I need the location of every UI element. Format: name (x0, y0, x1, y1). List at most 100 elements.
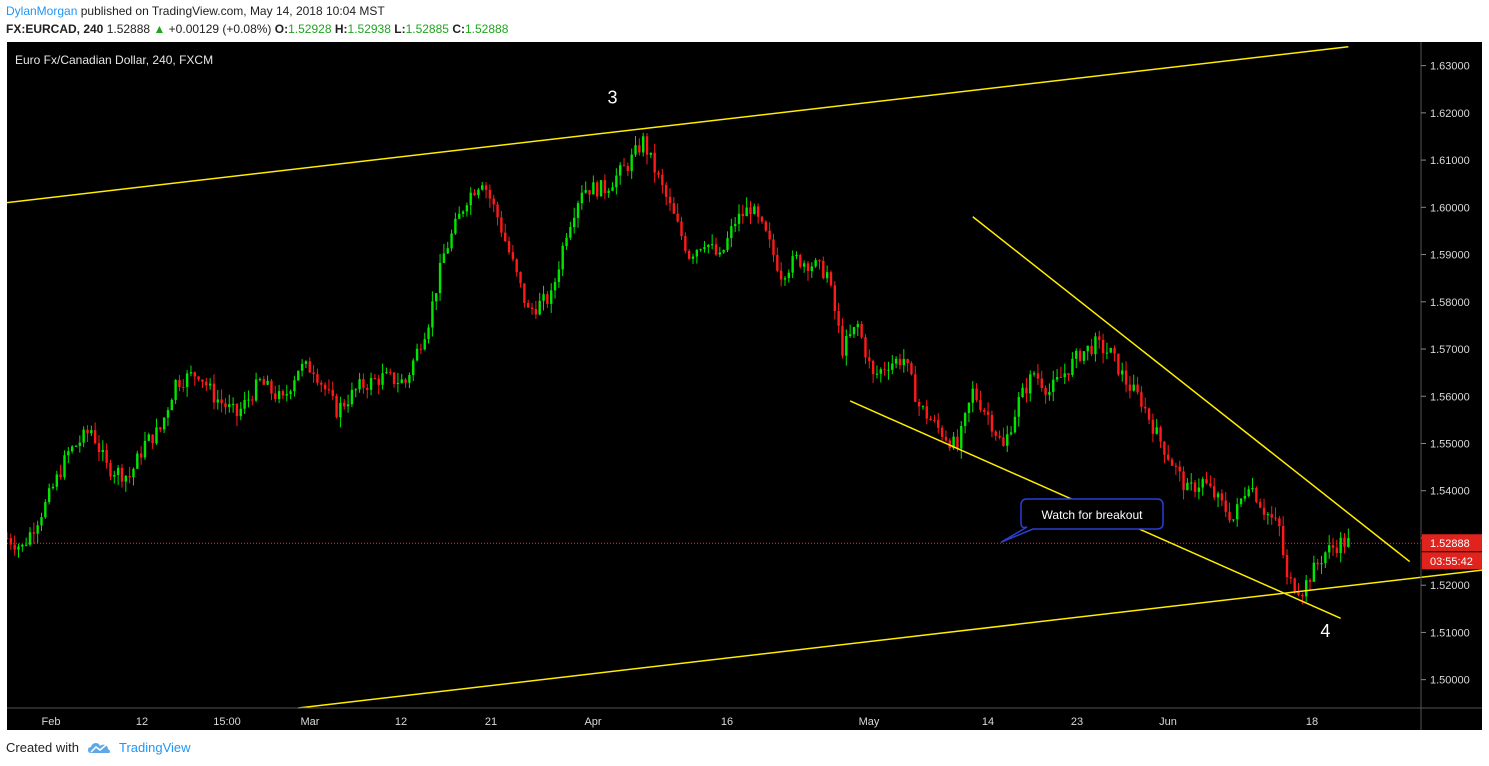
candle-body (975, 388, 978, 400)
candle-body (772, 239, 775, 256)
candle-body (51, 486, 55, 489)
candle-body (898, 358, 902, 366)
candle-body (937, 420, 940, 428)
candle-body (1327, 545, 1331, 553)
candle-body (561, 245, 564, 270)
candle-body (1075, 350, 1078, 359)
candle-body (990, 414, 994, 432)
candle-body (668, 196, 672, 204)
footer: Created with TradingView (6, 740, 191, 755)
high-label: H: (334, 22, 348, 36)
candle-body (1086, 345, 1089, 352)
candle-body (1347, 538, 1350, 547)
candle-body (496, 204, 499, 218)
candle-body (676, 213, 679, 222)
candle-body (320, 382, 323, 385)
price-tick-label: 1.51000 (1430, 627, 1470, 639)
candle-body (1094, 336, 1097, 355)
candle-body (914, 374, 917, 402)
candle-body (40, 517, 43, 526)
candle-body (764, 221, 768, 231)
candle-body (1343, 537, 1346, 547)
candle-body (297, 370, 300, 381)
candle-body (143, 440, 147, 458)
candle-body (940, 427, 944, 437)
candle-body (492, 198, 495, 205)
candle-body (841, 325, 844, 356)
candle-body (1140, 392, 1143, 407)
price-tick-label: 1.55000 (1430, 438, 1470, 450)
candle-body (599, 180, 603, 197)
callout-bubble[interactable] (1000, 498, 1164, 543)
candle-body (1098, 336, 1101, 340)
candle-body (86, 429, 89, 434)
candle-body (21, 544, 24, 547)
author-link[interactable]: DylanMorgan (6, 4, 78, 18)
trendline[interactable] (972, 216, 1411, 563)
candle-body (1063, 373, 1066, 378)
candle-body (530, 307, 534, 309)
trendline[interactable] (298, 514, 1489, 709)
candle-body (641, 136, 645, 153)
candle-body (726, 238, 729, 251)
candle-body (921, 406, 925, 408)
chart-title: Euro Fx/Canadian Dollar, 240, FXCM (15, 53, 213, 67)
time-tick-label: Apr (584, 716, 601, 728)
candle-body (1052, 379, 1055, 392)
candle-body (1163, 441, 1166, 455)
candle-body (362, 379, 365, 388)
candle-body (105, 449, 108, 464)
candle-body (825, 272, 829, 279)
candle-body (32, 532, 36, 534)
candle-body (1178, 466, 1181, 472)
time-tick-label: 12 (395, 716, 407, 728)
candle-body (128, 475, 131, 478)
candle-body (97, 443, 101, 453)
candle-body (369, 378, 373, 390)
candle-body (1121, 370, 1124, 375)
candle-body (381, 373, 384, 385)
candle-body (833, 285, 837, 312)
candle-body (565, 237, 568, 246)
candle-body (13, 544, 16, 550)
candle-body (419, 348, 423, 350)
tradingview-cloud-icon (87, 742, 110, 753)
chart-frame[interactable]: 3 4 Watch for breakout 1.63000 1.62000 1.610… (5, 42, 1489, 730)
time-tick-label: 23 (1071, 716, 1083, 728)
open-value: 1.52928 (288, 22, 332, 36)
candle-body (737, 213, 741, 224)
close-label: C: (452, 22, 465, 36)
candle-body (1228, 511, 1231, 521)
candle-body (274, 393, 277, 400)
candle-body (1009, 432, 1013, 435)
tradingview-link[interactable]: TradingView (118, 740, 191, 755)
candle-body (1117, 353, 1120, 375)
candle-body (527, 302, 530, 308)
candle-body (1174, 465, 1178, 467)
candle-body (281, 391, 285, 396)
candle-body (101, 449, 105, 453)
candle-body (879, 369, 882, 374)
candle-body (435, 293, 438, 302)
candle-body (595, 182, 599, 197)
time-tick-label: Jun (1159, 716, 1177, 728)
price-tick-label: 1.56000 (1430, 391, 1470, 403)
candle-body (1239, 498, 1243, 505)
candle-body (300, 363, 304, 371)
high-value: 1.52938 (347, 22, 391, 36)
candle-body (1040, 378, 1043, 389)
candle-body (254, 379, 258, 401)
price-tick-label: 1.50000 (1430, 675, 1470, 687)
candle-body (1193, 482, 1197, 492)
candle-body (90, 430, 93, 434)
candle-body (339, 402, 342, 418)
candle-body (500, 217, 503, 233)
open-label: O: (274, 22, 289, 36)
candle-body (155, 427, 158, 444)
candle-body (1274, 517, 1277, 519)
price-chart[interactable]: 3 4 Watch for breakout 1.63000 1.62000 1.610… (5, 42, 1489, 730)
candle-body (795, 254, 798, 257)
candle-body (538, 300, 541, 315)
candle-body (458, 213, 461, 219)
trendline[interactable] (6, 45, 1349, 204)
